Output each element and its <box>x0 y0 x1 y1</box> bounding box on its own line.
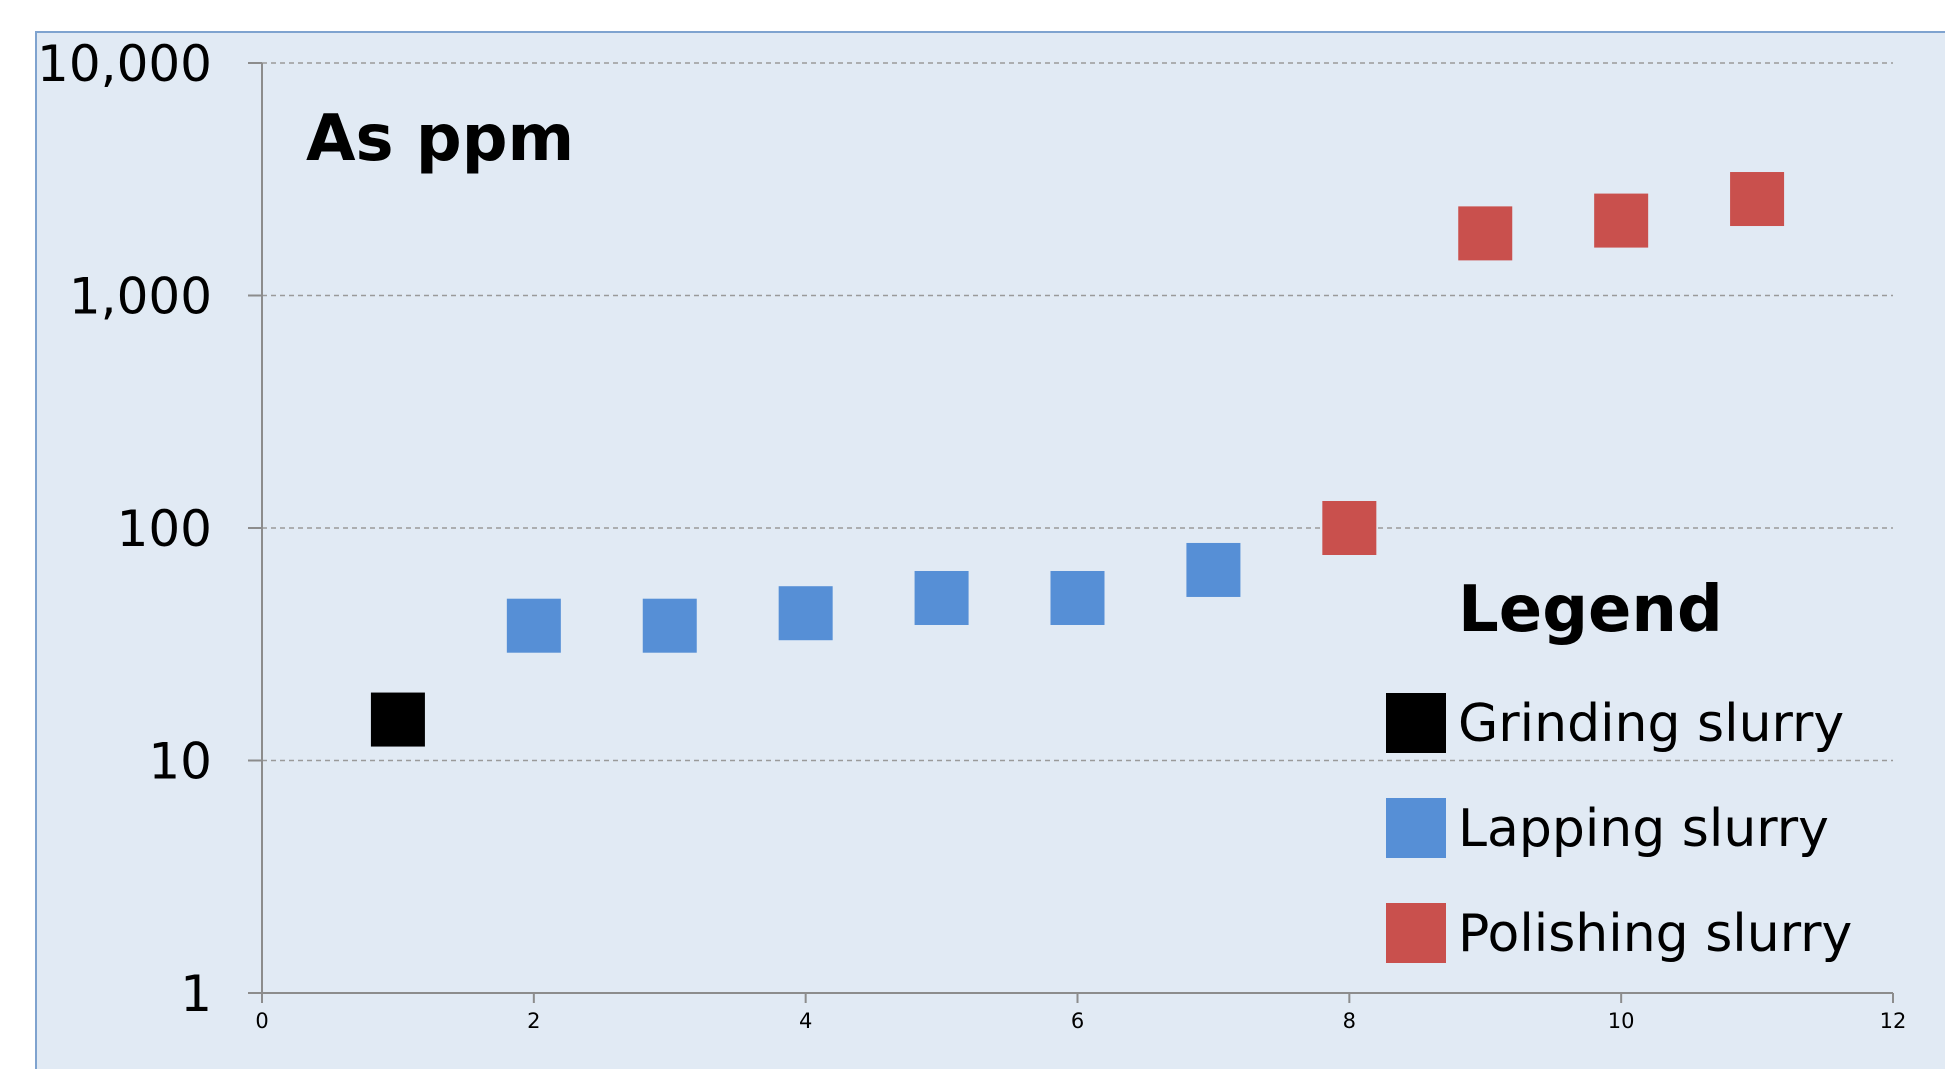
x-tick-label: 0 <box>255 1009 268 1033</box>
tick-labels: 1 10 100 1,000 10,000 0 2 4 6 8 10 12 <box>37 35 1906 1033</box>
x-tick-label: 10 <box>1608 1009 1635 1033</box>
y-tick-label: 1 <box>180 965 212 1023</box>
chart-title: As ppm <box>306 102 574 176</box>
data-point-polishing-slurry <box>1594 193 1649 248</box>
legend-swatch-lapping-slurry <box>1386 798 1446 858</box>
y-tick-label: 1,000 <box>69 268 212 326</box>
data-point-lapping-slurry <box>642 598 697 653</box>
legend-swatch-polishing-slurry <box>1386 903 1446 963</box>
legend-label-polishing-slurry: Polishing slurry <box>1458 904 1852 964</box>
x-tick-label: 8 <box>1343 1009 1356 1033</box>
x-tick-label: 4 <box>799 1009 812 1033</box>
x-tick-label: 2 <box>527 1009 540 1033</box>
y-tick-label: 100 <box>117 500 212 558</box>
grid-lines <box>262 62 1893 762</box>
y-tick-label: 10,000 <box>37 35 212 93</box>
legend-swatch-grinding-slurry <box>1386 693 1446 753</box>
data-points <box>370 172 1785 747</box>
data-point-lapping-slurry <box>506 598 561 653</box>
data-point-lapping-slurry <box>1050 570 1105 625</box>
data-point-polishing-slurry <box>1322 501 1377 555</box>
legend-label-lapping-slurry: Lapping slurry <box>1458 799 1829 859</box>
legend-title: Legend <box>1458 573 1723 647</box>
data-point-polishing-slurry <box>1458 206 1513 261</box>
y-tick-label: 10 <box>148 733 212 791</box>
data-point-lapping-slurry <box>914 570 969 625</box>
data-point-grinding-slurry <box>370 692 425 747</box>
legend-label-grinding-slurry: Grinding slurry <box>1458 694 1844 754</box>
x-tick-label: 6 <box>1071 1009 1084 1033</box>
data-point-lapping-slurry <box>1186 542 1241 597</box>
legend: Grinding slurry Lapping slurry Polishing s… <box>1386 693 1852 964</box>
data-point-lapping-slurry <box>778 586 833 641</box>
data-point-polishing-slurry <box>1730 172 1785 227</box>
axes <box>248 62 1894 1003</box>
x-tick-label: 12 <box>1880 1009 1907 1033</box>
